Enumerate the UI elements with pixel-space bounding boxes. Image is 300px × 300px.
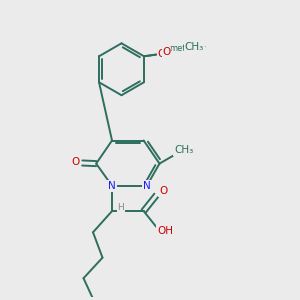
Text: H: H xyxy=(118,203,124,212)
Text: CH₃: CH₃ xyxy=(185,42,204,52)
Text: CH₃: CH₃ xyxy=(174,145,193,155)
Text: N: N xyxy=(143,181,151,191)
Text: O: O xyxy=(157,49,166,59)
Text: methoxy: methoxy xyxy=(169,44,206,52)
Text: N: N xyxy=(108,181,116,191)
Text: OH: OH xyxy=(157,226,173,236)
Text: O: O xyxy=(162,47,171,58)
Text: O: O xyxy=(159,187,167,196)
Text: O: O xyxy=(72,157,80,167)
